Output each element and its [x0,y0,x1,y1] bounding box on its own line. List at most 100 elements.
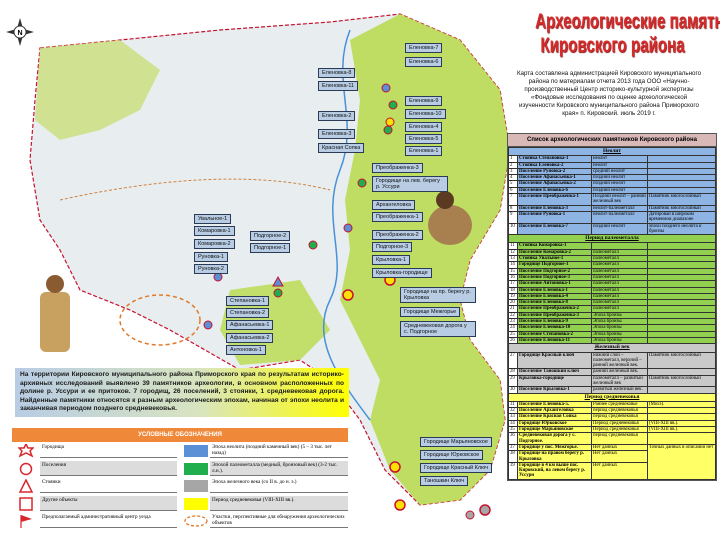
epoch: палеометалл – развитый железный век [591,374,648,388]
table-title: Список археологических памятников Кировс… [508,134,716,147]
table-row: 29 Крыловка-городище палеометалл – развиты… [508,374,716,388]
map-label: Комаровка-1 [194,226,235,236]
map-label: Подгорное-3 [372,242,413,252]
table-row: 6 Поселение Еленовка-6 поздний неолит [508,186,716,195]
dashed-ellipse-icon [184,515,208,527]
row-number: 7 [508,193,518,206]
legend-swatch-label: Эпохой палеометалла (медный, бронзовый в… [210,460,348,476]
map-label: Средневековая дорога у с. Подгорное [400,321,476,337]
legend-swatch [184,480,208,492]
map-label: Городище на пр. берегу р. Крыловка [400,287,476,303]
row-number: 10 [508,222,518,236]
table-row: 20 Поселение Еленовка-8 палеометалл [508,299,716,307]
table-row: 31 Поселение Еленовка-5. Раннее средневеко… [508,400,716,409]
epoch: Нет данных [591,450,648,463]
note [647,286,716,294]
table-row: 27 Городище Красный ключ нижний слой – пал… [508,351,716,370]
section-name: Период средневековья [508,392,716,402]
note: Памятник многослойный [647,351,716,370]
map-label: Степановка-2 [226,308,270,318]
legend-swatch [184,462,208,475]
flag-icon [20,515,32,528]
note [647,324,716,332]
map-label: Крыловка-городище [372,268,432,278]
note [647,336,716,345]
map-label: Афанасьевка-1 [226,320,274,330]
triangle-icon [18,479,34,493]
table-row: 22 Поселение Преображенка-3 Эпоха бронзы [508,311,716,320]
epoch: поздний неолит [591,222,648,236]
note [647,330,716,338]
illustration-potter [428,191,472,245]
note [647,432,716,445]
row-number: 38 [508,450,518,463]
legend-label: Городища [40,443,177,458]
legend-swatch-label: Период средневековья (VIII-XIII вв.). [210,495,348,511]
map-label: Еленовка-9 [405,96,443,106]
site-name: Городище Красный ключ [517,351,592,370]
site-name: Городище в 4 км выше пос. Кировский, на … [517,461,592,480]
ussuri-river [322,29,371,421]
table-row: 37 Городище у пос. Межгорье. Нет данных Точ… [508,443,716,480]
compass-north-label: N [17,30,22,37]
map-label: Еленовка-5 [405,134,443,144]
note [647,255,716,263]
table-row: 28 Поселение Таношкин ключ ранний железный… [508,368,716,376]
site-markers [203,83,491,520]
map-description: Карта составлена администрацией Кировско… [516,70,702,117]
note: Точных данных в описании нет [647,443,716,480]
table-row: 38 Городище на правом берегу р. Крыловка Н… [508,450,716,463]
note [647,413,716,421]
epoch: развитый железный век. [591,386,648,394]
table-row: 26 Поселение Еленовка-11 Эпоха бронзы [508,336,716,345]
map-label: Еленовка-1 [405,146,443,156]
table-section-header: Железный век [508,343,716,353]
table-section-header: Период средневековья [508,392,716,402]
note [647,305,716,313]
section-name: Период палеометалла [508,234,716,244]
table-row: 33 Поселение Красная Сопка период средневе… [508,413,716,421]
table-row: 18 Поселение Еленовка-1 палеометалл [508,286,716,294]
table-section-header: Период палеометалла [508,234,716,244]
table-row: 7 Поселение Преображенка-1 Поздний неолит … [508,193,716,206]
note [647,273,716,282]
road [59,178,331,201]
map-label: Увальное-1 [194,214,232,224]
site-name: Городище на правом берегу р. Крыловка [517,450,592,463]
note [647,368,716,376]
note: Датирован в широком временном диапазоне [647,210,716,224]
table-row: 17 Поселение Антоновка-1 палеометалл [508,280,716,288]
table-row: 8 Поселение Еленовка-3 неолит-палеометалл П… [508,204,716,212]
table-row: 35 Городище Марьяновское Период средневеко… [508,426,716,434]
map-label: Преображенка-3 [372,163,423,173]
legend-swatch-label: Эпоха неолита (поздний каменный век) (5 … [210,443,348,458]
legend-row: Другие объекты Период средневековья (VIII… [12,495,348,513]
map-label: Городище Межгорье [400,307,461,317]
map-label: Архангеловка [372,200,416,210]
note: Памятник многослойный [647,204,716,212]
forest-area-east [340,14,510,505]
note [647,317,716,326]
map-label: Подгорное-1 [250,243,291,253]
table-row: 10 Поселение Еленовка-7 поздний неолит эпох… [508,222,716,236]
note: эпохи позднего неолита и бронзы [647,222,716,236]
title-line-1: Археологические памятники [535,10,720,33]
legend-label: Другие объекты [40,495,177,511]
note [647,292,716,301]
table-row: 5 Поселение Афанасьевка-2 поздний неолит [508,180,716,188]
note [647,261,716,269]
map-label: Афанасьевка-2 [226,333,274,343]
section-name: Железный век [508,343,716,353]
map-label: Еленовка-3 [318,129,356,139]
note: Памятник многослойный [647,374,716,388]
legend-row: Поселения Эпохой палеометалла (медный, бр… [12,460,348,478]
note [647,311,716,320]
legend-row: Стоянки Эпоха железного века (со II в. до… [12,477,348,495]
map-label: Преображенка-2 [372,230,423,240]
square-icon [19,496,33,511]
map-label: Руновка-2 [194,264,228,274]
note [647,267,716,275]
site-name: Средневековая дорога у с. Подгорное. [517,432,592,445]
monuments-table: Список археологических памятников Кировс… [507,133,717,481]
